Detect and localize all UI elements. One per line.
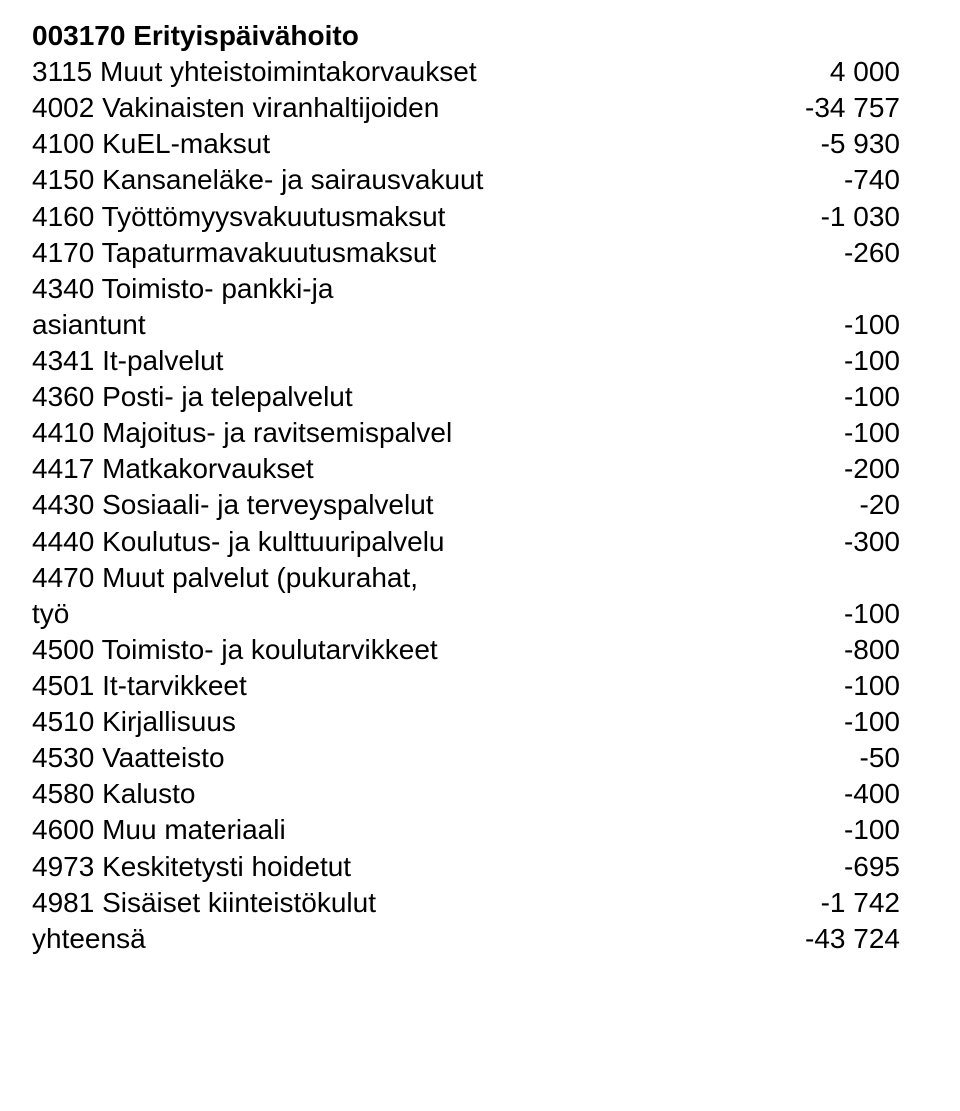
row-value: -100 <box>824 379 900 415</box>
data-rows-container: 3115 Muut yhteistoimintakorvaukset4 0004… <box>32 54 900 957</box>
row-value: -100 <box>824 307 900 343</box>
row-value: -740 <box>824 162 900 198</box>
row-label: 4470 Muut palvelut (pukurahat, <box>32 560 418 596</box>
table-row: 4501 It-tarvikkeet -100 <box>32 668 900 704</box>
table-row: asiantunt -100 <box>32 307 900 343</box>
row-label: 4160 Työttömyysvakuutusmaksut <box>32 199 445 235</box>
table-row: 4600 Muu materiaali -100 <box>32 812 900 848</box>
row-label: 4510 Kirjallisuus <box>32 704 236 740</box>
row-label: 4973 Keskitetysti hoidetut <box>32 849 351 885</box>
table-row: 4002 Vakinaisten viranhaltijoiden -34 757 <box>32 90 900 126</box>
row-label: 4170 Tapaturmavakuutusmaksut <box>32 235 436 271</box>
row-value: -1 742 <box>801 885 900 921</box>
row-label: 4981 Sisäiset kiinteistökulut <box>32 885 376 921</box>
row-value: -50 <box>840 740 900 776</box>
row-value: -100 <box>824 812 900 848</box>
row-label: 4580 Kalusto <box>32 776 195 812</box>
row-value: -100 <box>824 668 900 704</box>
table-row: 4580 Kalusto -400 <box>32 776 900 812</box>
table-row: 3115 Muut yhteistoimintakorvaukset 4 000 <box>32 54 900 90</box>
row-label: 4430 Sosiaali- ja terveyspalvelut <box>32 487 434 523</box>
row-label: 4150 Kansaneläke- ja sairausvakuut <box>32 162 483 198</box>
row-value: -100 <box>824 596 900 632</box>
row-label: 4417 Matkakorvaukset <box>32 451 314 487</box>
table-row: 4500 Toimisto- ja koulutarvikkeet -800 <box>32 632 900 668</box>
row-value: -34 757 <box>785 90 900 126</box>
table-row: 4100 KuEL-maksut -5 930 <box>32 126 900 162</box>
row-label: 4360 Posti- ja telepalvelut <box>32 379 353 415</box>
row-label: 4500 Toimisto- ja koulutarvikkeet <box>32 632 438 668</box>
table-row: 4973 Keskitetysti hoidetut -695 <box>32 849 900 885</box>
row-label: 3115 Muut yhteistoimintakorvaukset <box>32 54 477 90</box>
row-label: 4501 It-tarvikkeet <box>32 668 247 704</box>
row-value: -5 930 <box>801 126 900 162</box>
row-value: -1 030 <box>801 199 900 235</box>
row-label: 4340 Toimisto- pankki-ja <box>32 271 333 307</box>
table-row: yhteensä -43 724 <box>32 921 900 957</box>
row-value: -100 <box>824 704 900 740</box>
row-value: -20 <box>840 487 900 523</box>
row-value: -800 <box>824 632 900 668</box>
row-label: 4440 Koulutus- ja kulttuuripalvelu <box>32 524 444 560</box>
section-heading: 003170 Erityispäivähoito <box>32 18 900 54</box>
row-value: -695 <box>824 849 900 885</box>
row-value: -100 <box>824 343 900 379</box>
table-row: 4417 Matkakorvaukset -200 <box>32 451 900 487</box>
row-value: -43 724 <box>785 921 900 957</box>
table-row: 4440 Koulutus- ja kulttuuripalvelu -300 <box>32 524 900 560</box>
table-row: 4470 Muut palvelut (pukurahat, <box>32 560 900 596</box>
table-row: 4530 Vaatteisto -50 <box>32 740 900 776</box>
table-row: 4430 Sosiaali- ja terveyspalvelut -20 <box>32 487 900 523</box>
row-label: 4410 Majoitus- ja ravitsemispalvel <box>32 415 452 451</box>
row-label: 4002 Vakinaisten viranhaltijoiden <box>32 90 439 126</box>
table-row: 4510 Kirjallisuus -100 <box>32 704 900 740</box>
row-label: 4600 Muu materiaali <box>32 812 286 848</box>
row-label: 4530 Vaatteisto <box>32 740 225 776</box>
row-value: -260 <box>824 235 900 271</box>
row-label: yhteensä <box>32 921 146 957</box>
table-row: 4410 Majoitus- ja ravitsemispalvel -100 <box>32 415 900 451</box>
row-value: -300 <box>824 524 900 560</box>
table-row: 4150 Kansaneläke- ja sairausvakuut -740 <box>32 162 900 198</box>
row-label: asiantunt <box>32 307 146 343</box>
table-row: 4340 Toimisto- pankki-ja <box>32 271 900 307</box>
table-row: työ -100 <box>32 596 900 632</box>
table-row: 4170 Tapaturmavakuutusmaksut -260 <box>32 235 900 271</box>
table-row: 4341 It-palvelut -100 <box>32 343 900 379</box>
row-value: 4 000 <box>810 54 900 90</box>
table-row: 4981 Sisäiset kiinteistökulut -1 742 <box>32 885 900 921</box>
table-row: 4160 Työttömyysvakuutusmaksut -1 030 <box>32 199 900 235</box>
row-label: työ <box>32 596 69 632</box>
row-label: 4341 It-palvelut <box>32 343 223 379</box>
row-value: -200 <box>824 451 900 487</box>
row-value: -100 <box>824 415 900 451</box>
row-value: -400 <box>824 776 900 812</box>
table-row: 4360 Posti- ja telepalvelut -100 <box>32 379 900 415</box>
row-label: 4100 KuEL-maksut <box>32 126 270 162</box>
